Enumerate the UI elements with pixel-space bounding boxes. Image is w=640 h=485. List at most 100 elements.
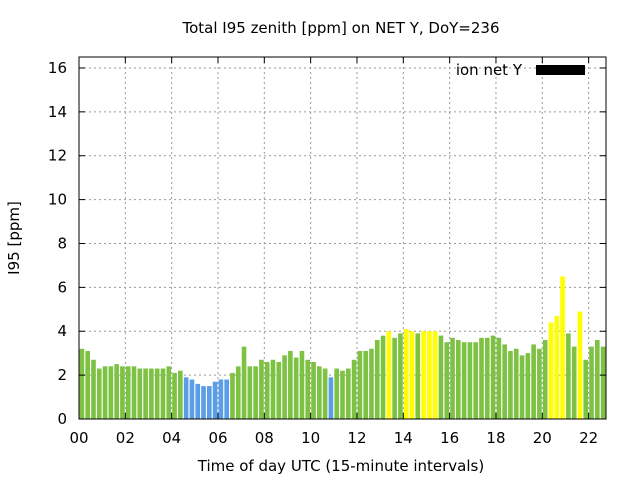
bar [456,340,461,419]
bars-layer [79,276,606,419]
x-tick-label: 20 [533,429,552,447]
bar [415,333,421,419]
bar [143,368,148,419]
bar [230,372,235,419]
bar [172,372,177,419]
bar [322,368,328,419]
bar [589,346,594,419]
y-tick-label: 4 [57,322,67,340]
bar [577,311,583,419]
bar [363,350,368,419]
x-tick-label: 10 [301,429,320,447]
y-tick-label: 16 [48,59,67,77]
bar [334,368,340,419]
x-tick-label: 14 [394,429,413,447]
x-axis-label: Time of day UTC (15-minute intervals) [197,457,484,475]
bar [531,344,536,419]
bar [195,383,201,419]
bar [91,359,96,419]
bar [166,366,172,419]
bar [380,335,386,419]
bar [369,348,374,419]
bar [340,370,345,419]
bar [513,348,519,419]
bar [496,337,502,419]
bar [600,346,606,419]
bar [189,379,195,419]
bar [467,342,473,419]
y-axis-label: I95 [ppm] [5,201,23,275]
bar [484,337,490,419]
y-tick-label: 12 [48,147,67,165]
bar [409,331,415,419]
bar [149,368,154,419]
bar [427,331,432,419]
bar [398,333,403,419]
bar [444,342,450,419]
bar [508,350,513,419]
bar [282,355,287,419]
bar [137,368,143,419]
bar [519,355,525,419]
bar [548,322,554,419]
bar [305,359,311,419]
y-tick-label: 8 [57,234,67,252]
bar [317,366,322,419]
x-tick-label: 06 [208,429,227,447]
bar [183,377,189,419]
bar [560,276,565,419]
bar [114,364,119,419]
bar [479,337,484,419]
grid-layer [79,57,606,419]
bar [102,366,108,419]
chart-title: Total I95 zenith [ppm] on NET Y, DoY=236 [181,19,499,37]
bar [131,366,137,419]
bar [328,377,334,419]
legend-swatch [536,65,585,75]
bar [594,340,600,419]
bar [571,346,577,419]
bar [583,359,589,419]
bar [206,386,212,419]
bar [259,359,264,419]
bar [311,361,316,419]
bar [241,346,247,419]
bar [178,370,183,419]
bar [345,368,351,419]
bar [554,315,560,419]
bar [125,366,131,419]
bar [160,368,166,419]
bar [79,348,85,419]
x-tick-label: 08 [255,429,274,447]
bar [438,335,444,419]
bar [201,386,206,419]
bar [357,350,363,419]
bar [120,366,125,419]
bar [450,337,455,419]
bar [502,344,507,419]
bar [108,366,114,419]
bar [542,340,548,419]
bar [293,357,299,419]
bar [247,366,253,419]
bar [212,381,218,419]
bar [432,331,438,419]
bar [473,342,479,419]
bar [264,361,270,419]
plot-frame [78,56,607,420]
bar [288,350,293,419]
bar [351,359,357,419]
x-tick-label: 22 [579,429,598,447]
bar [253,366,258,419]
bar [276,361,282,419]
bar [461,342,467,419]
y-tick-label: 10 [48,191,67,209]
y-tick-label: 2 [57,366,67,384]
bar [386,331,392,419]
x-tick-label: 02 [116,429,135,447]
bar [566,333,571,419]
x-tick-label: 04 [162,429,181,447]
